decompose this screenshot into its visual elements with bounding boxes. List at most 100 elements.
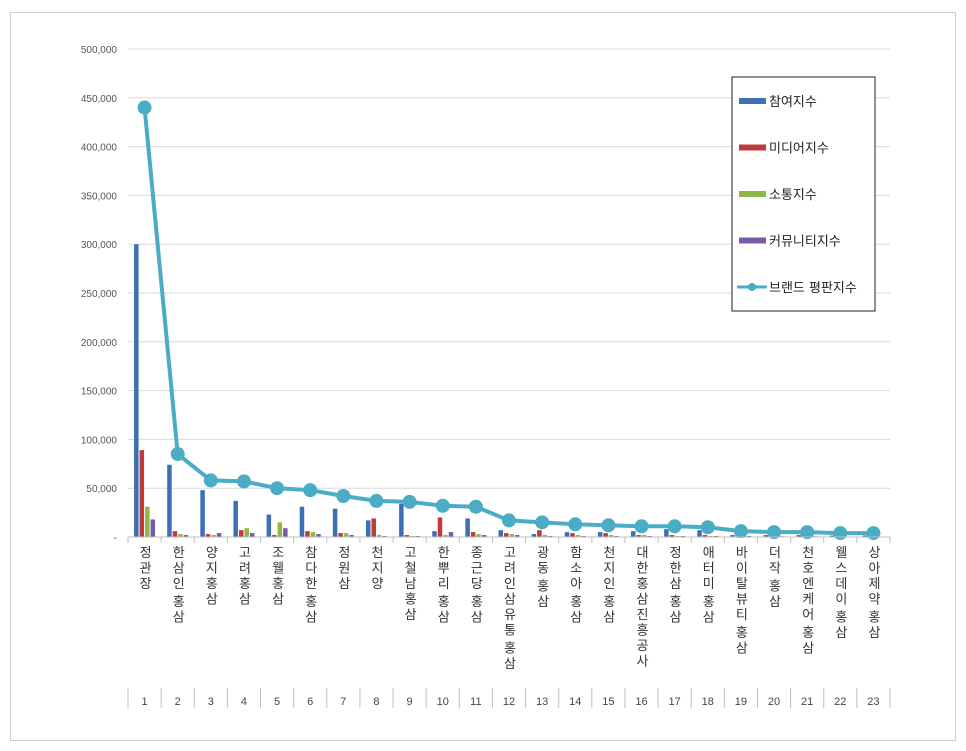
bar bbox=[145, 506, 150, 537]
rank-label: 15 bbox=[602, 696, 614, 708]
y-tick-label: 200,000 bbox=[81, 338, 118, 349]
line-point bbox=[270, 481, 285, 496]
line-point bbox=[402, 494, 417, 509]
bar bbox=[183, 535, 189, 537]
line-point bbox=[700, 520, 715, 535]
bar bbox=[172, 531, 178, 537]
y-tick-label: 250,000 bbox=[81, 289, 118, 300]
bar bbox=[266, 514, 272, 537]
bar bbox=[631, 531, 636, 537]
rank-label: 9 bbox=[407, 696, 413, 708]
bar bbox=[470, 532, 476, 537]
line-point bbox=[303, 483, 318, 498]
legend-swatch bbox=[739, 191, 766, 197]
rank-label: 8 bbox=[373, 696, 379, 708]
bar bbox=[498, 530, 503, 537]
line-point bbox=[203, 473, 218, 488]
bar bbox=[150, 519, 156, 537]
line-point bbox=[667, 519, 682, 534]
bar bbox=[603, 533, 608, 537]
legend-swatch bbox=[739, 144, 766, 151]
bar bbox=[481, 535, 487, 537]
legend-swatch-marker bbox=[748, 283, 756, 291]
bar bbox=[134, 244, 139, 537]
y-tick-label: 450,000 bbox=[81, 94, 118, 105]
line-point bbox=[833, 526, 848, 541]
legend-swatch bbox=[739, 98, 766, 104]
y-tick-label: 100,000 bbox=[81, 435, 118, 446]
rank-label: 3 bbox=[208, 696, 214, 708]
bar-series bbox=[134, 244, 884, 537]
rank-label: 6 bbox=[307, 696, 313, 708]
line-point bbox=[866, 526, 881, 541]
legend-label: 브랜드 평판지수 bbox=[769, 281, 857, 296]
y-tick-label: 300,000 bbox=[81, 240, 118, 251]
rank-label: 14 bbox=[569, 696, 581, 708]
line-point bbox=[800, 525, 815, 540]
x-axis: 정 관 장 1 한 삼 인 홍 삼 2 양 지 홍 삼 3 고 려 홍 삼 4 조 웰 홍 삼 5 참 다 한 홍 삼 6 정 원 삼 7 천 지 양 8 고… bbox=[127, 536, 891, 708]
line-point bbox=[733, 524, 748, 539]
bar bbox=[376, 535, 382, 537]
bar bbox=[443, 535, 448, 537]
bar bbox=[167, 464, 172, 537]
bar bbox=[244, 528, 249, 537]
line-point bbox=[137, 100, 152, 115]
bar bbox=[636, 535, 642, 537]
rank-label: 18 bbox=[702, 696, 714, 708]
rank-label: 22 bbox=[834, 696, 846, 708]
bar bbox=[509, 534, 514, 537]
line-point bbox=[568, 517, 583, 532]
bar bbox=[504, 533, 509, 537]
bar bbox=[862, 535, 868, 537]
rank-label: 16 bbox=[635, 696, 647, 708]
legend-label: 커뮤니티지수 bbox=[769, 235, 841, 250]
bar bbox=[702, 535, 708, 537]
legend-label: 참여지수 bbox=[769, 95, 817, 110]
line-point bbox=[170, 447, 185, 462]
bar bbox=[515, 535, 520, 537]
bar bbox=[343, 533, 349, 537]
y-axis: - 50,000 100,000 150,000 200,000 250,000 300,0… bbox=[81, 45, 118, 544]
rank-label: 11 bbox=[470, 696, 481, 708]
bar bbox=[564, 532, 570, 537]
bar bbox=[338, 533, 343, 537]
y-tick-label: - bbox=[114, 533, 117, 544]
rank-label: 12 bbox=[503, 696, 515, 708]
bar bbox=[283, 528, 288, 537]
bar bbox=[332, 508, 338, 537]
bar bbox=[829, 535, 835, 537]
line-point bbox=[502, 513, 516, 528]
bar bbox=[597, 532, 603, 537]
bar bbox=[249, 533, 255, 537]
rank-label: 10 bbox=[437, 696, 449, 708]
bar bbox=[796, 535, 802, 537]
line-point bbox=[634, 519, 649, 534]
legend-swatch bbox=[739, 237, 766, 244]
bar bbox=[310, 532, 316, 537]
rank-label: 19 bbox=[735, 696, 747, 708]
bar bbox=[531, 534, 537, 537]
bar bbox=[476, 534, 481, 537]
rank-label: 23 bbox=[867, 696, 879, 708]
bar bbox=[238, 530, 244, 537]
bar bbox=[664, 529, 669, 537]
rank-label: 13 bbox=[536, 696, 548, 708]
